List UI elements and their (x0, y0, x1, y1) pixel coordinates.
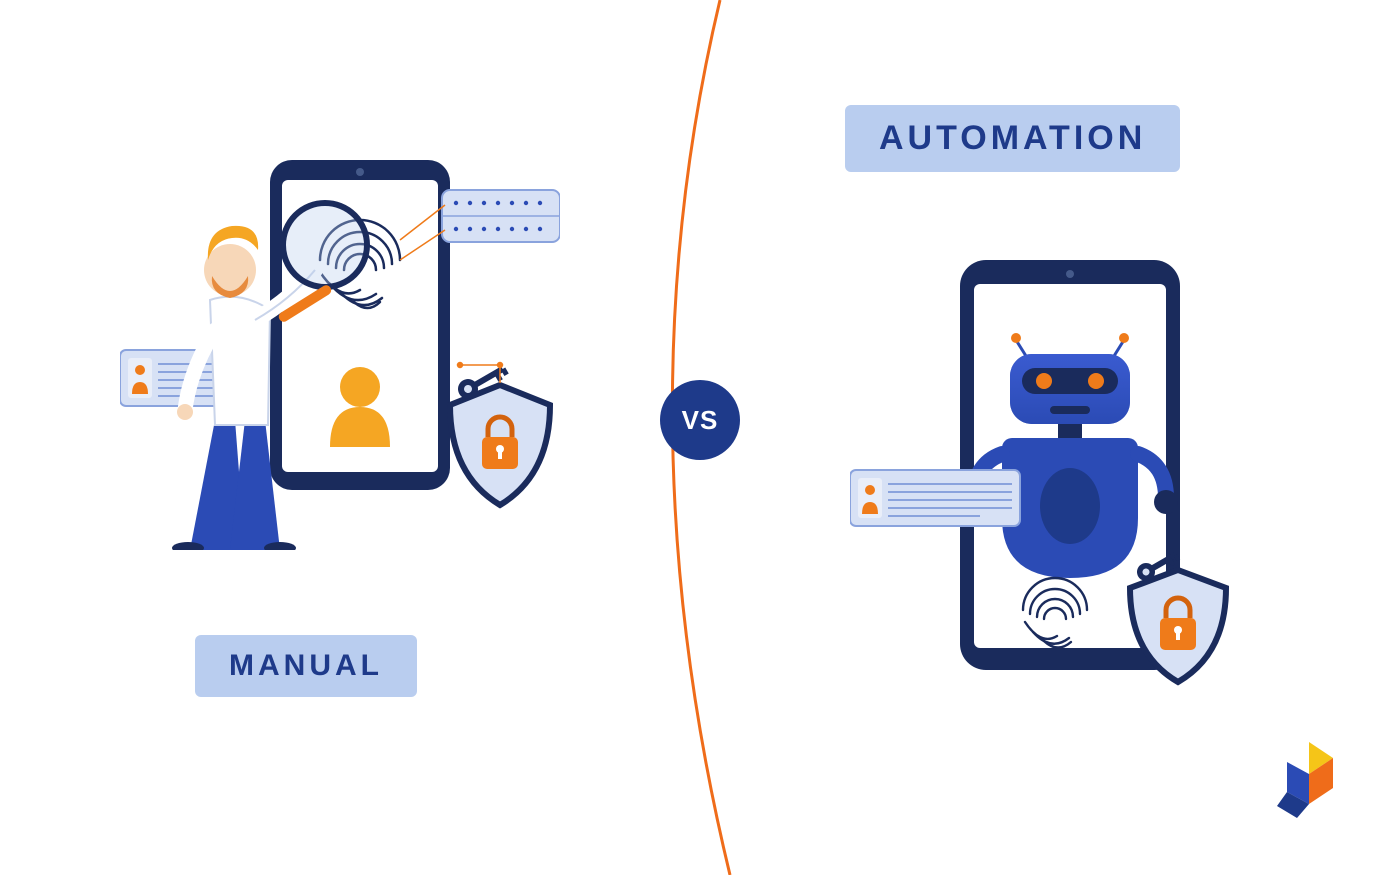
vs-text: VS (682, 405, 719, 436)
label-manual: MANUAL (195, 635, 417, 697)
automation-illustration (850, 260, 1270, 720)
id-card-icon (850, 470, 1020, 526)
shield-lock-icon (450, 359, 550, 505)
label-automation: AUTOMATION (845, 105, 1180, 172)
vs-badge: VS (660, 380, 740, 460)
manual-illustration (120, 150, 560, 550)
brand-logo-icon (1275, 740, 1345, 820)
